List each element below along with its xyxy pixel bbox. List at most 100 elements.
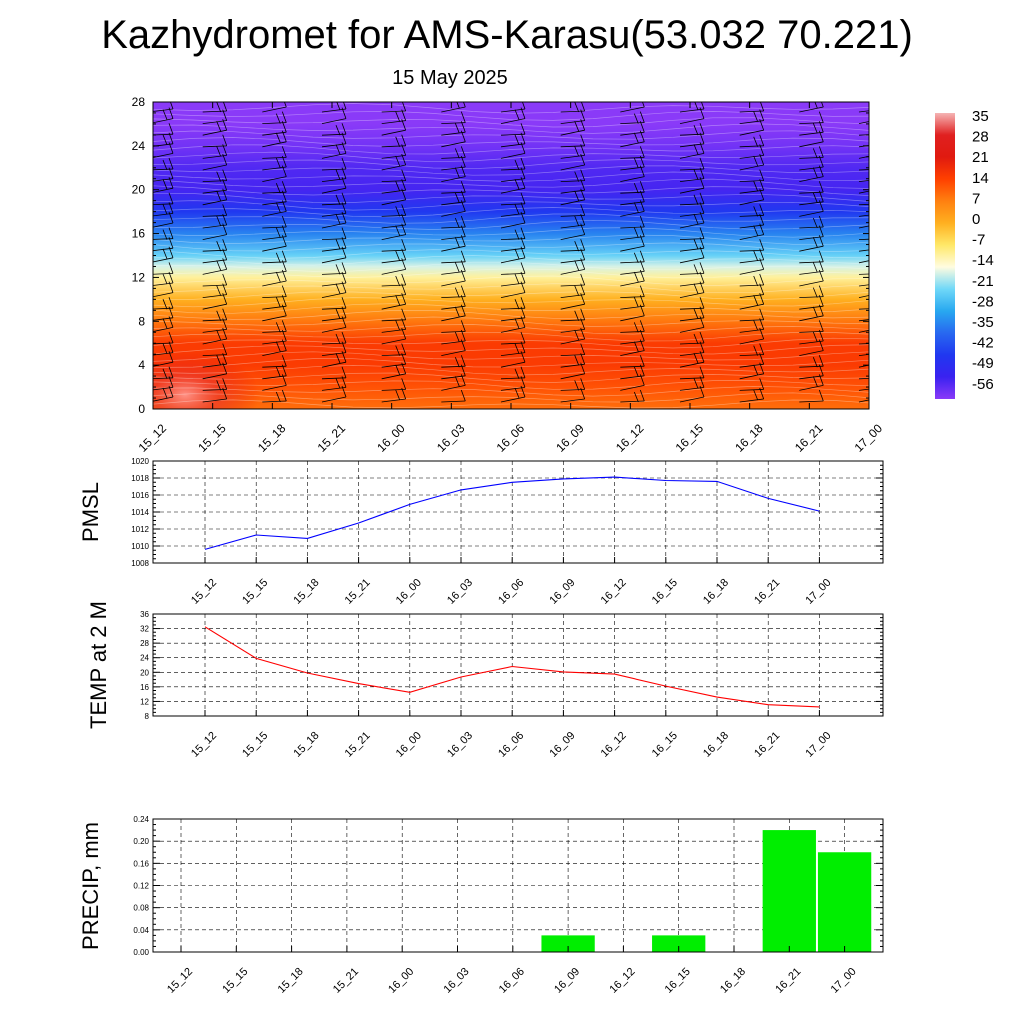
precip-ylabel: PRECIP, mm (78, 822, 103, 950)
heatmap-x-tick-label: 15_12 (136, 421, 170, 455)
wind-barb (500, 118, 526, 124)
wind-barb (153, 352, 174, 356)
wind-barb-flag (879, 247, 883, 258)
wind-barb (441, 201, 466, 206)
colorbar-label: -49 (972, 355, 994, 372)
wind-barb-flag (812, 331, 818, 343)
wind-barb (381, 189, 406, 194)
x-tick-label: 16_03 (442, 966, 472, 996)
wind-barb (679, 273, 705, 275)
wind-barb (153, 342, 174, 345)
wind-barb (858, 121, 869, 124)
wind-barb-flag (879, 168, 883, 179)
wind-barb (679, 187, 705, 194)
precip-bar (652, 935, 706, 952)
x-tick-label: 16_15 (650, 577, 680, 607)
wind-barb-flag (879, 98, 883, 109)
contour-line (153, 111, 869, 121)
wind-barb-flag (879, 282, 883, 293)
wind-barb (321, 327, 347, 333)
precip-panel: PRECIP, mm 0.00 0.04 0.08 0.12 0.16 0.20 0.24 1… (78, 815, 884, 996)
wind-barb-flag (574, 310, 580, 321)
wind-barb-flag (454, 237, 460, 248)
x-tick-label: 17_00 (829, 966, 859, 996)
wind-barb-flag (275, 113, 281, 124)
wind-barb (620, 211, 645, 217)
wind-barb-flag (580, 308, 586, 320)
heatmap-x-tick-label: 15_15 (195, 421, 229, 455)
wind-barb-flag (222, 239, 228, 251)
wind-barb (321, 222, 347, 229)
contour-line (153, 291, 869, 301)
wind-barb-flag (812, 287, 818, 298)
wind-barb (202, 338, 227, 345)
wind-barb-flag (693, 213, 699, 225)
wind-barb-flag (216, 285, 222, 296)
contour-line (153, 344, 869, 355)
wind-barb-flag (281, 181, 287, 193)
wind-barb-flag (341, 297, 347, 309)
wind-barb (739, 120, 764, 124)
wind-barb-flag (341, 157, 347, 170)
wind-barb-flag (395, 320, 401, 331)
colorbar-label: -56 (972, 376, 994, 393)
wind-barb-flag (335, 353, 341, 364)
wind-barb-flag (879, 297, 883, 308)
wind-barb (858, 295, 869, 298)
wind-barb-flag (520, 331, 526, 344)
wind-barb-flag (873, 249, 877, 259)
wind-barb-flag (574, 121, 580, 132)
wind-barb (799, 157, 824, 159)
wind-barb (202, 180, 227, 182)
wind-barb-flag (168, 227, 174, 239)
wind-barb-flag (514, 273, 520, 285)
wind-barb (739, 319, 764, 322)
wind-barb (739, 373, 764, 380)
wind-barb-flag (395, 206, 401, 217)
wind-barb-flag (341, 331, 347, 344)
wind-barb (262, 176, 287, 182)
wind-barb (500, 387, 526, 391)
wind-barb-flag (812, 237, 818, 248)
wind-barb-flag (693, 308, 699, 319)
wind-barb (679, 178, 705, 182)
contour-line (153, 137, 869, 147)
wind-barb (153, 213, 174, 217)
wind-barb (500, 153, 526, 159)
wind-barb (799, 305, 824, 310)
wind-barb-flag (395, 389, 401, 401)
contour-line (153, 303, 869, 314)
wind-barb-flag (812, 217, 818, 229)
wind-barb-flag (395, 250, 401, 261)
wind-barb (321, 238, 347, 240)
wind-barb-flag (222, 378, 228, 390)
wind-barb (560, 199, 585, 206)
wind-barb (799, 261, 824, 264)
wind-barb (262, 340, 287, 345)
wind-barb-flag (633, 202, 639, 213)
x-tick-label: 16_03 (445, 577, 475, 607)
y-tick-label: 0.24 (133, 815, 149, 824)
wind-barb (381, 398, 406, 403)
wind-barb (381, 249, 406, 252)
wind-barb (739, 145, 764, 148)
y-tick-label: 0.20 (133, 837, 149, 846)
wind-barb-flag (401, 273, 407, 286)
wind-barb (441, 211, 466, 217)
wind-barb (858, 203, 869, 206)
wind-barb (441, 400, 466, 403)
wind-barb-flag (879, 342, 883, 353)
wind-barb (679, 396, 705, 403)
wind-barb-flag (699, 123, 705, 135)
wind-barb-flag (162, 368, 168, 379)
wind-barb-flag (873, 230, 877, 240)
wind-barb-flag (873, 344, 877, 354)
contour-line (153, 213, 869, 224)
colorbar-label: 21 (972, 149, 989, 166)
wind-barb (739, 234, 764, 240)
wind-barb-flag (216, 260, 222, 271)
wind-barb-flag (401, 134, 407, 146)
x-tick-label: 15_21 (343, 730, 373, 760)
colorbar-label: -42 (972, 335, 994, 352)
